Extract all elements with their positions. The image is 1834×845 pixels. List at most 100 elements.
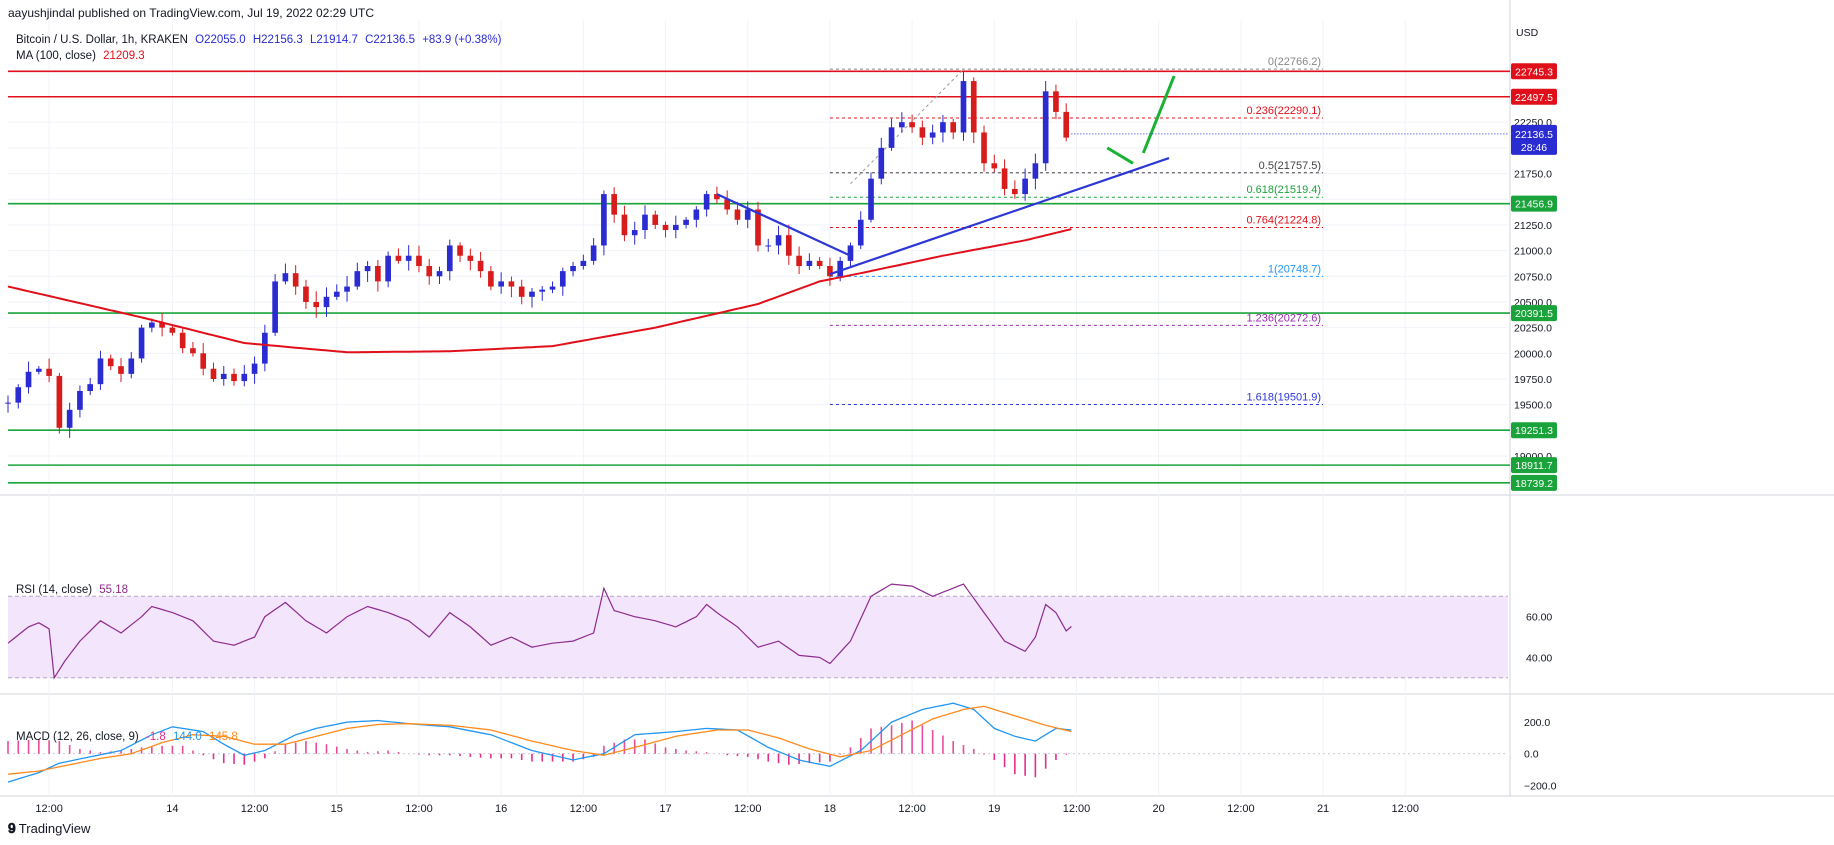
candle-up[interactable] [77,390,83,410]
macd-pane[interactable] [7,702,1508,783]
candle-up[interactable] [775,235,782,246]
candle-down[interactable] [292,273,299,287]
candle-up[interactable] [385,255,391,282]
moving-average-line[interactable] [7,228,1072,354]
candle-up[interactable] [929,132,936,138]
candle-down[interactable] [724,199,731,210]
candle-up[interactable] [549,286,556,290]
candle-down[interactable] [488,271,494,287]
candle-down[interactable] [179,332,186,349]
candle-down[interactable] [755,209,761,246]
candle-down[interactable] [662,224,669,231]
candle-up[interactable] [960,81,967,133]
candle-down[interactable] [919,127,926,138]
candle-down[interactable] [210,368,217,379]
candle-up[interactable] [323,296,330,308]
candle-down[interactable] [734,209,741,220]
candle-up[interactable] [693,209,700,220]
rsi-pane[interactable] [7,583,1508,680]
candle-up[interactable] [878,147,885,179]
candle-up[interactable] [87,384,94,391]
candle-up[interactable] [436,271,443,277]
candle-up[interactable] [888,127,895,148]
candle-up[interactable] [539,289,546,292]
candle-up[interactable] [262,332,268,364]
candle-up[interactable] [601,194,607,246]
candle-down[interactable] [46,368,52,376]
candle-down[interactable] [457,245,463,256]
candle-up[interactable] [333,291,340,297]
candle-up[interactable] [149,322,155,328]
projection-dip-segment[interactable] [1106,146,1134,165]
projection-rise-segment[interactable] [1141,75,1176,154]
candle-down[interactable] [652,214,659,225]
candle-up[interactable] [35,368,42,372]
candle-down[interactable] [785,235,792,256]
candle-down[interactable] [375,266,381,282]
candle-down[interactable] [981,132,987,164]
candle-up[interactable] [765,245,772,247]
candle-up[interactable] [282,273,289,282]
candle-up[interactable] [220,373,227,379]
candle-down[interactable] [200,353,207,369]
candle-down[interactable] [118,366,124,374]
candle-down[interactable] [1063,111,1070,138]
candle-down[interactable] [395,255,402,261]
bearish-trend-line[interactable] [716,193,851,257]
candle-up[interactable] [97,358,104,385]
candle-up[interactable] [66,409,73,428]
candle-down[interactable] [508,281,515,287]
candle-down[interactable] [477,260,484,272]
candle-down[interactable] [313,301,320,308]
candle-down[interactable] [107,358,114,367]
candle-up[interactable] [1022,178,1028,195]
candle-down[interactable] [1012,188,1018,195]
candle-up[interactable] [631,230,638,236]
candle-down[interactable] [909,122,915,128]
candle-down[interactable] [611,194,617,215]
candle-down[interactable] [190,348,196,354]
candle-down[interactable] [714,194,720,200]
candle-up[interactable] [1032,163,1039,179]
candle-up[interactable] [241,373,248,382]
candle-up[interactable] [354,271,361,287]
price-pane[interactable]: 0(22766.2) 0.236(22290.1) 0.5(21757.5) 0.61… [5,56,1510,484]
candle-up[interactable] [1042,91,1049,164]
bullish-trend-line[interactable] [829,157,1170,276]
candle-up[interactable] [498,281,504,287]
candle-down[interactable] [159,322,165,328]
candle-up[interactable] [590,245,597,261]
candle-down[interactable] [518,286,525,297]
candle-up[interactable] [703,194,710,210]
candle-up[interactable] [251,363,258,374]
candle-up[interactable] [529,291,535,297]
candle-up[interactable] [344,286,350,292]
candle-up[interactable] [940,122,946,133]
candle-up[interactable] [806,260,813,266]
candle-up[interactable] [868,178,874,220]
candle-down[interactable] [416,255,422,266]
candle-up[interactable] [837,260,844,277]
candle-down[interactable] [1053,91,1059,112]
candle-up[interactable] [899,122,905,128]
candle-up[interactable] [559,271,566,287]
candle-up[interactable] [405,255,412,261]
candle-up[interactable] [683,219,689,225]
candle-up[interactable] [15,387,22,403]
tradingview-logo[interactable]: 𝟗 TradingView [8,820,90,837]
candle-up[interactable] [128,358,135,374]
candle-down[interactable] [426,266,433,277]
candle-down[interactable] [991,163,998,169]
candle-up[interactable] [847,245,854,261]
candle-up[interactable] [272,281,278,333]
candle-down[interactable] [303,286,309,302]
candle-up[interactable] [446,245,453,272]
candle-down[interactable] [970,81,977,133]
candle-up[interactable] [857,219,864,246]
macd-signal-line[interactable] [7,705,1072,775]
candle-up[interactable] [25,371,32,388]
candle-up[interactable] [5,402,11,404]
candle-up[interactable] [580,260,587,266]
candle-down[interactable] [827,266,833,277]
rsi-line[interactable] [7,583,1072,680]
